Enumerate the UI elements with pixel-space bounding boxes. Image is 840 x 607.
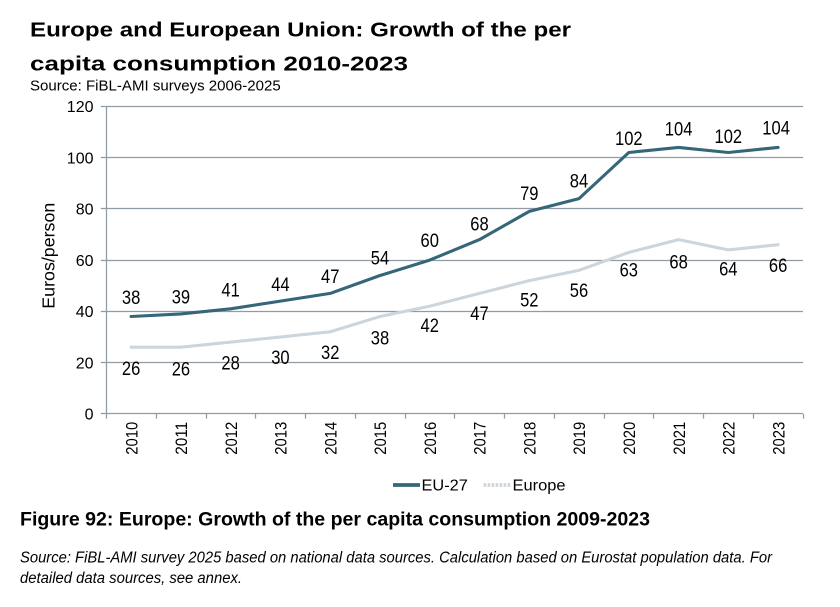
- svg-text:60: 60: [421, 231, 439, 252]
- svg-text:39: 39: [172, 287, 190, 308]
- svg-text:Figure 92: Europe: Growth of t: Figure 92: Europe: Growth of the per cap…: [20, 510, 650, 531]
- svg-text:Source: FiBL-AMI survey 2025 b: Source: FiBL-AMI survey 2025 based on na…: [20, 550, 773, 567]
- svg-text:84: 84: [570, 172, 589, 193]
- svg-text:0: 0: [85, 407, 94, 424]
- svg-text:104: 104: [665, 120, 693, 141]
- svg-text:2020: 2020: [620, 422, 639, 455]
- svg-text:104: 104: [762, 118, 790, 139]
- svg-text:64: 64: [719, 260, 738, 281]
- svg-text:102: 102: [615, 129, 643, 150]
- svg-text:Source: FiBL-AMI surveys 2006-: Source: FiBL-AMI surveys 2006-2025: [30, 79, 281, 95]
- svg-text:68: 68: [669, 252, 687, 273]
- svg-text:EU-27: EU-27: [422, 478, 468, 495]
- svg-text:52: 52: [520, 291, 538, 312]
- svg-text:47: 47: [470, 304, 488, 325]
- svg-text:2012: 2012: [222, 422, 241, 455]
- svg-text:102: 102: [715, 127, 743, 148]
- svg-text:2015: 2015: [371, 422, 390, 455]
- svg-text:26: 26: [172, 360, 190, 381]
- svg-text:2023: 2023: [769, 422, 788, 455]
- svg-text:32: 32: [321, 343, 339, 364]
- svg-text:20: 20: [76, 355, 94, 372]
- svg-text:42: 42: [421, 316, 439, 337]
- svg-text:Europe and European Union: Gro: Europe and European Union: Growth of the…: [30, 19, 571, 41]
- svg-text:38: 38: [371, 328, 389, 349]
- svg-text:2022: 2022: [720, 422, 739, 455]
- svg-text:2010: 2010: [122, 422, 141, 455]
- svg-text:detailed data sources, see ann: detailed data sources, see annex.: [20, 570, 242, 587]
- svg-text:41: 41: [221, 281, 239, 302]
- svg-text:56: 56: [570, 281, 588, 302]
- svg-text:100: 100: [67, 150, 94, 167]
- svg-text:28: 28: [221, 354, 239, 375]
- svg-text:2018: 2018: [521, 422, 540, 455]
- svg-text:Europe: Europe: [513, 478, 566, 495]
- svg-text:2014: 2014: [321, 422, 340, 455]
- svg-text:Euros/person: Euros/person: [38, 203, 58, 309]
- svg-text:30: 30: [271, 348, 289, 369]
- svg-text:2019: 2019: [570, 422, 589, 455]
- svg-text:26: 26: [122, 359, 140, 380]
- svg-text:47: 47: [321, 267, 339, 288]
- svg-text:2021: 2021: [670, 422, 689, 455]
- svg-text:44: 44: [271, 275, 290, 296]
- svg-text:120: 120: [67, 99, 94, 116]
- svg-text:60: 60: [76, 253, 94, 270]
- svg-text:68: 68: [470, 215, 488, 236]
- svg-text:2013: 2013: [272, 422, 291, 455]
- svg-text:80: 80: [76, 202, 94, 219]
- svg-text:40: 40: [76, 304, 94, 321]
- svg-text:66: 66: [769, 256, 787, 277]
- svg-text:54: 54: [371, 249, 390, 270]
- svg-text:63: 63: [620, 261, 638, 282]
- svg-text:79: 79: [520, 184, 538, 205]
- svg-text:2017: 2017: [471, 422, 490, 455]
- svg-text:2011: 2011: [172, 422, 191, 455]
- svg-text:capita consumption 2010-2023: capita consumption 2010-2023: [30, 54, 408, 76]
- svg-text:38: 38: [122, 288, 140, 309]
- svg-text:2016: 2016: [421, 422, 440, 455]
